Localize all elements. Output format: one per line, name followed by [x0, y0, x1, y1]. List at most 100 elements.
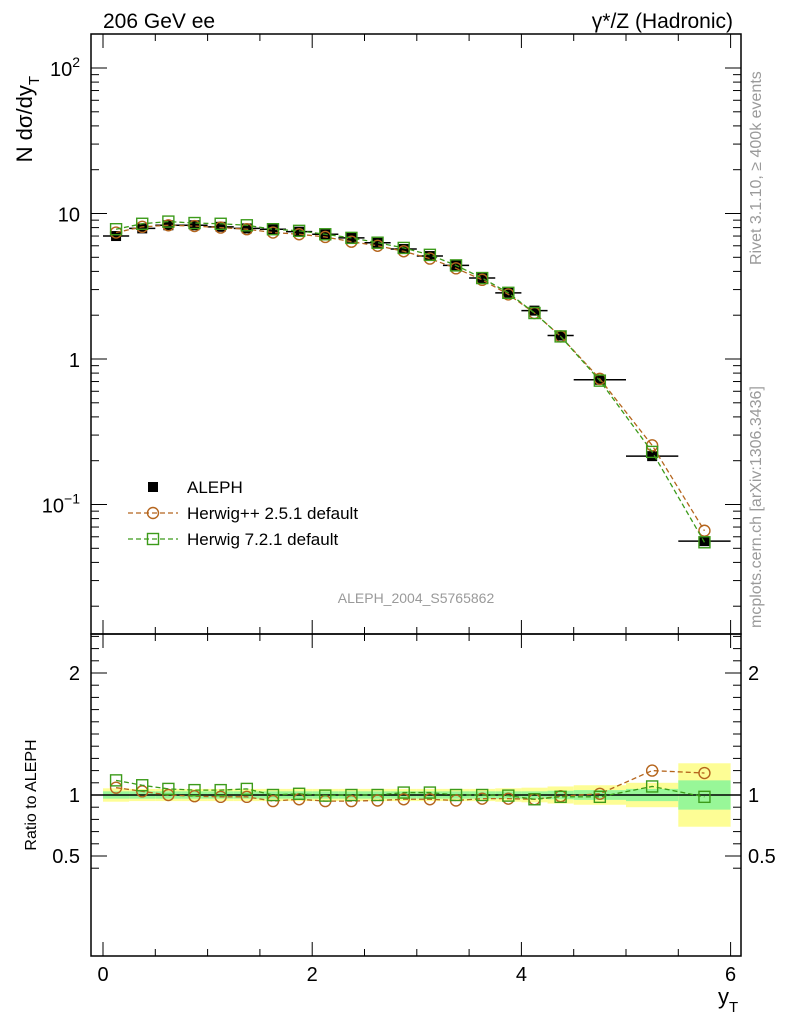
- legend-entry: Herwig++ 2.5.1 default: [128, 504, 358, 523]
- y-tick-label: 1: [69, 350, 80, 372]
- series-line: [115, 220, 706, 543]
- legend-marker: [146, 532, 160, 546]
- x-tick-label: 4: [516, 964, 527, 986]
- main-axes: 10−1 1 10 102: [42, 34, 741, 634]
- ratio-point: [698, 766, 711, 780]
- ratio-point: [502, 789, 515, 802]
- main-y-axis-label: N dσ/dyT: [12, 76, 43, 162]
- y-tick-label-right: 2: [748, 663, 759, 685]
- data-point: [397, 241, 410, 255]
- header-right-title: γ*/Z (Hadronic): [592, 10, 733, 33]
- ratio-series-layer: [109, 764, 711, 808]
- ratio-point: [698, 790, 711, 804]
- ratio-point: [397, 793, 410, 806]
- data-point: [475, 271, 489, 285]
- x-tick-label: 0: [97, 964, 108, 986]
- y-tick-label: 1: [69, 785, 80, 807]
- data-point: [593, 374, 607, 387]
- data-point: [423, 248, 437, 262]
- x-tick-label: 6: [725, 964, 736, 986]
- ratio-point: [136, 779, 149, 792]
- ratio-point: [292, 787, 306, 800]
- ratio-panel: 0 2 4 6 0.5 0.5 1 1 2 2 Ratio to ALEPH yT: [23, 633, 776, 1016]
- ratio-point: [214, 783, 227, 797]
- y-tick-label-right: 1: [748, 785, 759, 807]
- ratio-point: [188, 783, 201, 797]
- legend-label: ALEPH: [187, 478, 243, 497]
- ratio-point: [319, 789, 332, 802]
- analysis-id: ALEPH_2004_S5765862: [338, 590, 495, 606]
- data-point: [477, 273, 488, 284]
- ratio-point: [162, 782, 175, 796]
- data-point: [137, 223, 148, 234]
- ratio-point: [214, 790, 227, 804]
- x-tick-label: 2: [307, 964, 318, 986]
- ratio-point: [423, 793, 437, 806]
- data-point: [240, 219, 254, 232]
- ratio-point: [593, 790, 607, 804]
- data-point: [398, 244, 409, 255]
- data-point: [554, 330, 567, 343]
- main-y-axis-label-text: N dσ/dyT: [12, 76, 43, 162]
- data-point: [424, 251, 435, 262]
- ratio-point: [266, 788, 280, 802]
- legend-label: Herwig 7.2.1 default: [187, 530, 338, 549]
- y-tick-label: 10−1: [42, 491, 80, 518]
- data-point: [111, 231, 122, 242]
- legend-label: Herwig++ 2.5.1 default: [187, 504, 358, 523]
- y-tick-label: 2: [69, 663, 80, 685]
- ratio-point: [345, 788, 358, 802]
- data-point: [294, 226, 305, 237]
- data-point: [189, 220, 200, 231]
- data-point: [214, 217, 227, 230]
- data-point: [109, 223, 123, 236]
- y-tick-label-right: 0.5: [748, 846, 776, 868]
- data-point: [267, 224, 278, 235]
- legend-entry: ALEPH: [148, 478, 243, 497]
- data-point: [647, 451, 658, 462]
- data-point: [162, 215, 175, 228]
- series-aleph: [103, 220, 731, 547]
- legend-entry: Herwig 7.2.1 default: [128, 530, 338, 549]
- ratio-point: [109, 781, 123, 794]
- y-tick-label: 10: [58, 205, 80, 227]
- ratio-point: [397, 786, 410, 799]
- data-point: [371, 236, 384, 249]
- ratio-point: [528, 793, 541, 806]
- x-axis-label-text: yT: [718, 984, 738, 1016]
- data-point: [188, 216, 201, 230]
- ratio-point: [240, 790, 254, 804]
- ratio-point: [449, 788, 463, 802]
- legend-marker: [148, 482, 158, 492]
- header-left-title: 206 GeV ee: [103, 10, 215, 33]
- ratio-point: [645, 764, 659, 777]
- y-tick-label: 0.5: [52, 846, 80, 868]
- data-point: [345, 231, 358, 245]
- x-axis-label: yT: [718, 984, 738, 1016]
- y-tick-label: 102: [50, 54, 80, 81]
- ratio-point: [371, 788, 384, 802]
- ratio-point: [645, 780, 659, 793]
- data-point: [645, 439, 659, 452]
- data-point: [529, 305, 540, 316]
- series-herwig-7-2-1-default: [109, 215, 711, 549]
- data-point: [372, 237, 383, 248]
- rivet-label: Rivet 3.1.10, ≥ 400k events: [748, 71, 765, 265]
- data-point: [449, 259, 463, 272]
- data-point: [215, 221, 226, 232]
- ratio-axes: 0 2 4 6 0.5 0.5 1 1 2 2: [52, 634, 776, 986]
- ratio-y-axis-label: Ratio to ALEPH: [23, 739, 40, 850]
- data-point: [698, 536, 711, 549]
- ratio-series-herwig-7-2-1-default: [109, 774, 711, 806]
- legend-marker: [146, 506, 160, 520]
- data-point: [645, 445, 659, 459]
- data-point: [266, 223, 280, 236]
- data-point: [555, 330, 566, 341]
- ratio-point: [475, 788, 489, 802]
- data-point: [136, 217, 149, 230]
- ratio-point: [554, 790, 567, 804]
- ratio-point: [423, 786, 437, 799]
- data-point: [502, 286, 515, 300]
